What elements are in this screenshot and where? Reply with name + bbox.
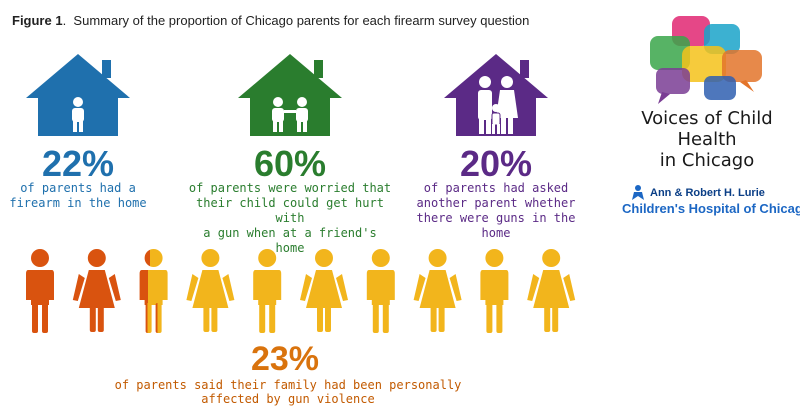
- person-icon: [253, 249, 282, 333]
- hospital-name-line-2: Children's Hospital of Chicago®: [622, 201, 800, 216]
- hospital-name-line-1: Ann & Robert H. Lurie: [650, 187, 765, 199]
- stat-2-percent: 60%: [253, 143, 327, 184]
- stat-1-description: of parents had a firearm in the home: [8, 181, 148, 211]
- person-icon: [413, 249, 462, 332]
- brand-title-line-2: in Chicago: [659, 150, 755, 171]
- person-icon: [72, 249, 121, 332]
- stat-3-percent: 20%: [459, 143, 533, 184]
- figure-title: Figure 1. Summary of the proportion of C…: [12, 13, 530, 28]
- stat-2-line-2: their child could get hurt with: [196, 196, 384, 225]
- lurie-logo-icon: [632, 185, 644, 200]
- stat-3-description: of parents had asked another parent whet…: [404, 181, 588, 241]
- person-icon: [139, 249, 168, 333]
- stat-2-line-3: a gun when at a friend's home: [203, 226, 377, 255]
- house-two-children-icon: [238, 54, 342, 136]
- voices-logo-icon: [650, 16, 762, 104]
- figure-title-text: Summary of the proportion of Chicago par…: [73, 13, 530, 28]
- stat-1-line-2: firearm in the home: [9, 196, 147, 210]
- affected-percent: 23%: [250, 340, 320, 378]
- person-icon: [26, 249, 54, 333]
- house-child-icon: [26, 54, 130, 136]
- figure-label: Figure 1: [12, 13, 63, 28]
- stat-1-percent: 22%: [41, 143, 115, 184]
- house-family-icon: [444, 54, 548, 136]
- person-icon: [300, 249, 348, 332]
- person-icon: [366, 249, 395, 333]
- person-icon: [527, 249, 576, 332]
- brand-title-line-1: Voices of Child Health: [641, 108, 773, 150]
- stat-2-description: of parents were worried that their child…: [188, 181, 392, 256]
- affected-description: of parents said their family had been pe…: [114, 378, 462, 406]
- hospital-name-text: Children's Hospital of Chicago: [622, 201, 800, 216]
- person-icon: [480, 249, 509, 333]
- stat-1-line-1: of parents had a: [20, 181, 136, 195]
- brand-title: Voices of Child Health in Chicago: [632, 108, 782, 171]
- stat-3-line-2: another parent whether: [416, 196, 576, 210]
- stat-2-line-1: of parents were worried that: [188, 181, 392, 195]
- stat-3-line-1: of parents had asked: [423, 181, 569, 195]
- person-icon: [186, 249, 235, 332]
- stat-3-line-3: there were guns in the home: [416, 211, 576, 240]
